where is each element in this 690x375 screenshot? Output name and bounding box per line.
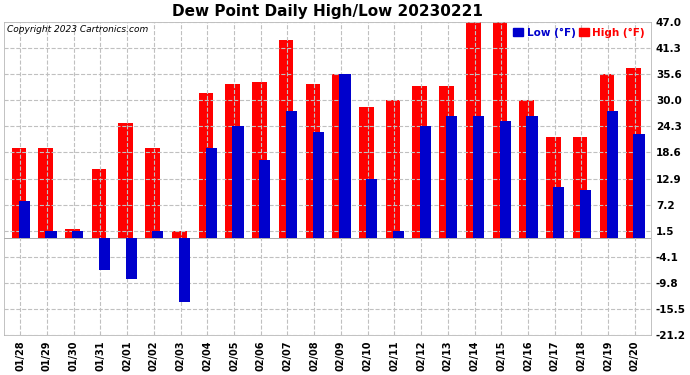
Bar bbox=[553, 187, 564, 238]
Bar bbox=[126, 238, 137, 279]
Bar bbox=[600, 74, 614, 238]
Bar bbox=[313, 132, 324, 238]
Bar bbox=[573, 136, 587, 238]
Bar bbox=[526, 116, 538, 238]
Bar bbox=[92, 169, 106, 238]
Bar bbox=[420, 126, 431, 238]
Bar bbox=[233, 126, 244, 238]
Bar bbox=[359, 107, 374, 238]
Bar bbox=[500, 121, 511, 238]
Bar bbox=[152, 231, 164, 238]
Bar bbox=[473, 116, 484, 238]
Bar bbox=[12, 148, 26, 238]
Bar bbox=[339, 74, 351, 238]
Bar bbox=[72, 231, 83, 238]
Bar bbox=[393, 231, 404, 238]
Bar bbox=[206, 148, 217, 238]
Title: Dew Point Daily High/Low 20230221: Dew Point Daily High/Low 20230221 bbox=[172, 4, 483, 19]
Bar bbox=[627, 68, 641, 238]
Legend: Low (°F), High (°F): Low (°F), High (°F) bbox=[512, 27, 646, 39]
Bar bbox=[493, 22, 507, 238]
Bar bbox=[306, 84, 320, 238]
Bar bbox=[279, 40, 293, 238]
Bar bbox=[439, 86, 454, 238]
Bar bbox=[65, 229, 79, 238]
Text: Copyright 2023 Cartronics.com: Copyright 2023 Cartronics.com bbox=[8, 25, 148, 34]
Bar bbox=[179, 238, 190, 302]
Bar bbox=[580, 190, 591, 238]
Bar bbox=[413, 86, 427, 238]
Bar bbox=[172, 231, 186, 238]
Bar bbox=[633, 134, 644, 238]
Bar bbox=[145, 148, 160, 238]
Bar bbox=[259, 160, 270, 238]
Bar bbox=[333, 74, 347, 238]
Bar bbox=[19, 201, 30, 238]
Bar bbox=[386, 100, 400, 238]
Bar bbox=[546, 136, 561, 238]
Bar bbox=[252, 81, 267, 238]
Bar bbox=[607, 111, 618, 238]
Bar bbox=[226, 84, 240, 238]
Bar bbox=[286, 111, 297, 238]
Bar bbox=[366, 178, 377, 238]
Bar bbox=[199, 93, 213, 238]
Bar bbox=[520, 100, 534, 238]
Bar bbox=[466, 22, 480, 238]
Bar bbox=[446, 116, 457, 238]
Bar bbox=[99, 238, 110, 270]
Bar bbox=[46, 231, 57, 238]
Bar bbox=[38, 148, 53, 238]
Bar bbox=[119, 123, 133, 238]
